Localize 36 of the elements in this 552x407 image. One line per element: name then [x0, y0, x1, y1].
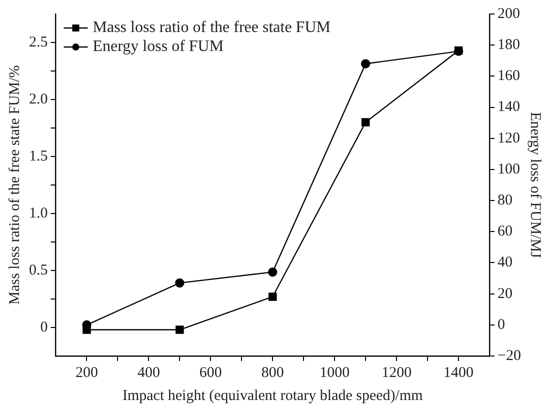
x-tick-label: 400	[137, 364, 160, 381]
legend-label: Mass loss ratio of the free state FUM	[92, 19, 330, 36]
y2-tick-label: 80	[498, 192, 513, 208]
y2-axis-title: Energy loss of FUM/MJ	[527, 112, 544, 258]
x-axis-title: Impact height (equivalent rotary blade speed)/mm	[122, 388, 424, 404]
x-tick-label: 600	[199, 364, 222, 381]
y2-tick-label: −20	[498, 348, 522, 364]
x-tick-label: 200	[75, 364, 98, 381]
y2-tick-label: 140	[498, 99, 520, 116]
x-tick-label: 1400	[444, 364, 474, 381]
y2-tick-label: 40	[498, 254, 513, 271]
y-tick-label: 2.0	[29, 91, 48, 108]
y2-tick-label: 120	[498, 130, 520, 146]
y-axis-title: Mass loss ratio of the free state FUM/%	[6, 65, 23, 305]
point	[268, 267, 278, 277]
y2-tick-label: 0	[498, 316, 506, 333]
y2-tick-label: 100	[498, 161, 520, 178]
y2-tick-label: 20	[498, 286, 513, 302]
y-tick-label: 0	[40, 319, 48, 336]
y2-tick-label: 200	[498, 6, 520, 22]
y2-tick-label: 60	[498, 224, 513, 240]
x-tick-label: 800	[261, 364, 284, 381]
x-tick-label: 1000	[320, 364, 350, 381]
y-tick-label: 1.5	[29, 148, 48, 164]
y2-tick-label: 160	[498, 68, 520, 84]
y2-tick-label: 180	[498, 37, 520, 54]
point	[268, 292, 277, 301]
y-tick-label: 1.0	[29, 205, 48, 222]
point	[176, 326, 184, 334]
x-tick-label: 1200	[382, 364, 412, 381]
legend-label: Energy loss of FUM	[92, 38, 224, 56]
y-tick-label: 0.5	[29, 262, 48, 278]
point	[175, 278, 184, 288]
point	[361, 118, 370, 126]
point	[361, 59, 370, 68]
y-tick-label: 2.5	[29, 34, 48, 50]
